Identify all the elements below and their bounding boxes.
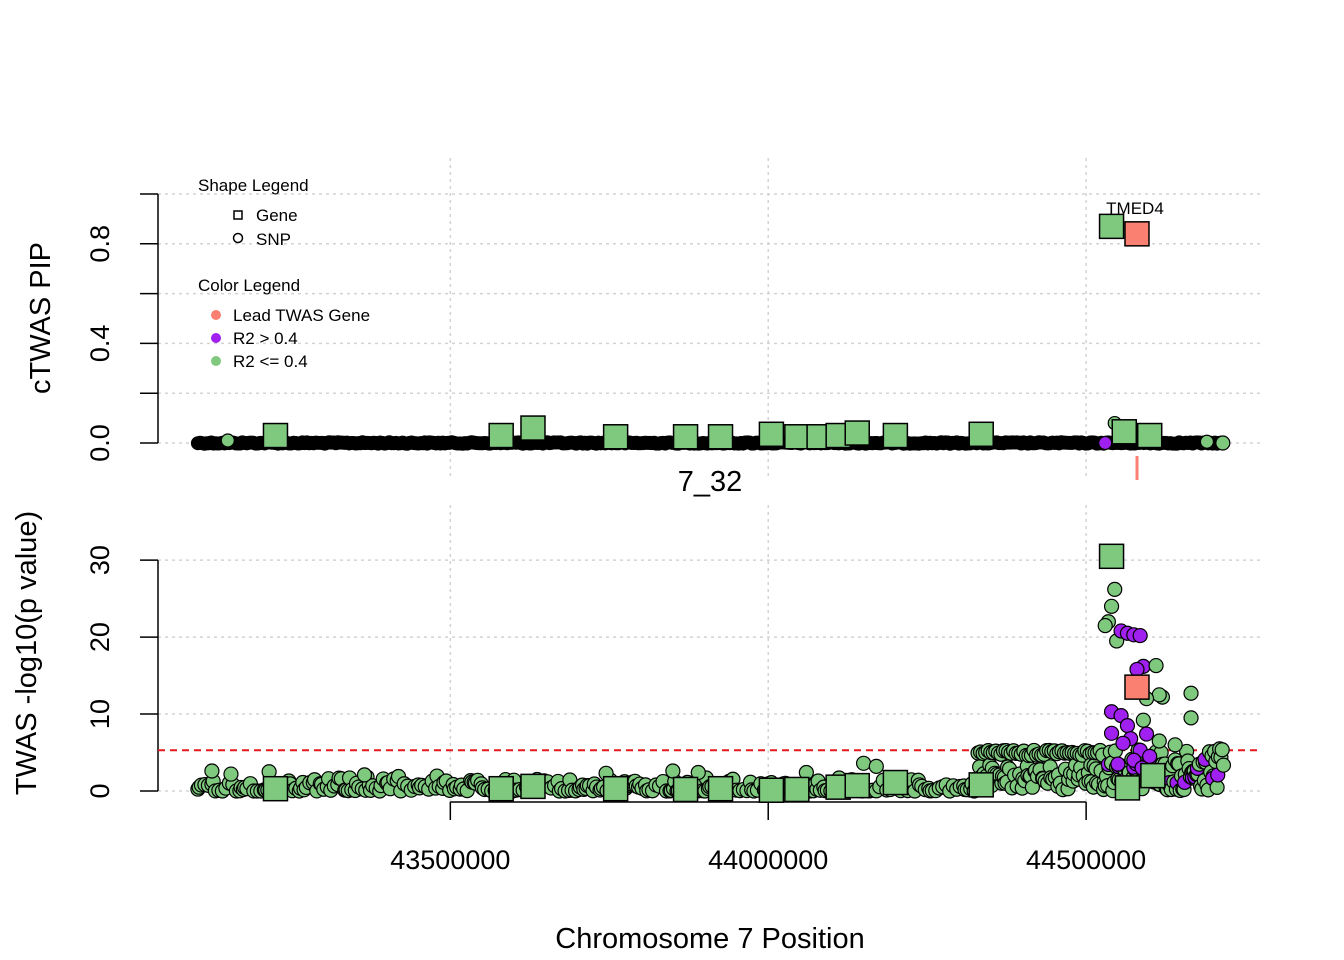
color-legend-title: Color Legend	[198, 276, 300, 295]
gene-square	[707, 424, 734, 450]
gene-square	[262, 422, 289, 449]
bottom-panel-x-axis: 43500000 44000000 44500000	[390, 801, 1146, 875]
snp-point	[1115, 735, 1131, 751]
gene-square	[672, 776, 699, 803]
snp-point	[1103, 598, 1120, 614]
gene-square	[602, 424, 629, 450]
x-tick-label: 44500000	[1026, 845, 1146, 875]
snp-point	[1151, 687, 1167, 703]
shape-legend-snp: SNP	[256, 230, 291, 249]
gene-square	[968, 772, 994, 798]
bottom-y-tick-label: 30	[85, 545, 115, 575]
snp-point	[1215, 757, 1232, 773]
gene-square	[488, 422, 514, 449]
snp-point	[1183, 710, 1199, 726]
top-panel-gene-points	[262, 213, 1163, 450]
lead-gene-label: TMED4	[1106, 199, 1164, 218]
gene-square	[1111, 419, 1138, 445]
snp-point	[1119, 717, 1136, 734]
snp-point	[1138, 726, 1155, 742]
gene-square	[488, 775, 514, 802]
snp-point	[1215, 435, 1231, 451]
snp-point	[1107, 581, 1123, 598]
snp-point	[1110, 756, 1126, 772]
gene-square	[672, 424, 699, 450]
snp-point	[1098, 435, 1113, 451]
x-tick-label: 43500000	[390, 845, 510, 875]
snp-point	[1167, 737, 1183, 753]
gene-square	[882, 422, 909, 449]
low-ld-color-dot	[211, 356, 221, 366]
high-ld-color-dot	[211, 333, 221, 343]
snp-point	[1103, 725, 1120, 741]
bottom-y-tick-label: 10	[85, 699, 115, 729]
snp-point	[1097, 617, 1113, 634]
snp-point	[855, 755, 872, 771]
gene-square	[882, 769, 909, 796]
snp-point	[204, 763, 220, 779]
snp-point	[1135, 712, 1151, 728]
bottom-panel-y-axis: 0 10 20 30	[85, 545, 159, 799]
gene-square	[1136, 422, 1163, 449]
gene-square	[844, 420, 870, 446]
gene-square	[262, 775, 289, 802]
x-tick-label: 44000000	[708, 845, 828, 875]
snp-point	[1129, 661, 1145, 678]
region-label: 7_32	[678, 466, 743, 498]
bottom-panel-gene-points	[262, 543, 1166, 803]
gene-square	[844, 772, 870, 799]
gene-square	[784, 424, 810, 450]
snp-point	[223, 766, 239, 782]
gene-square	[520, 773, 546, 800]
bottom-y-tick-label: 0	[85, 783, 115, 798]
shape-legend-title: Shape Legend	[198, 176, 309, 195]
gene-square	[758, 777, 785, 803]
gene-square	[602, 775, 629, 802]
top-panel-pip: 0.0 0.4 0.8 cTWAS PIP TMED4 7_32 Shape Leg…	[25, 158, 1262, 498]
color-legend-lead: Lead TWAS Gene	[233, 306, 370, 325]
bottom-panel-twas: 0 10 20 30 43500000 44000000 44500000 TWAS -l…	[11, 505, 1262, 955]
snp-point	[868, 758, 884, 774]
snp-point	[1151, 733, 1167, 749]
gene-square	[1114, 775, 1141, 801]
snp-point	[665, 763, 681, 779]
legend: Shape Legend Gene SNP Color Legend Lead …	[198, 176, 370, 371]
gene-square	[1124, 221, 1150, 247]
snp-point	[1199, 434, 1215, 449]
gene-square	[784, 776, 810, 803]
gene-square	[520, 415, 546, 441]
snp-point	[356, 767, 373, 783]
color-legend-high-ld: R2 > 0.4	[233, 329, 298, 348]
gene-square	[758, 421, 785, 448]
gene-square	[1098, 543, 1125, 570]
x-axis-label: Chromosome 7 Position	[555, 923, 864, 955]
bottom-y-tick-label: 20	[85, 622, 115, 652]
top-y-tick-label: 0.4	[85, 325, 115, 363]
gene-square	[1098, 213, 1125, 240]
top-panel-y-axis: 0.0 0.4 0.8	[85, 193, 159, 462]
snp-point	[1148, 657, 1164, 674]
gene-square	[968, 421, 994, 448]
bottom-panel-y-label: TWAS -log10(p value)	[11, 511, 43, 795]
top-y-tick-label: 0.8	[85, 225, 115, 263]
top-y-tick-label: 0.0	[85, 424, 115, 462]
color-legend-low-ld: R2 <= 0.4	[233, 352, 308, 371]
gene-square	[707, 775, 734, 802]
gene-square	[1124, 674, 1150, 700]
snp-circle-icon	[232, 232, 244, 244]
snp-point	[220, 433, 235, 448]
snp-point	[1214, 742, 1230, 758]
snp-point	[1132, 627, 1148, 644]
shape-legend-gene: Gene	[256, 206, 298, 225]
gene-square	[1140, 762, 1166, 789]
gene-square-icon	[233, 210, 243, 220]
snp-point	[1183, 685, 1199, 701]
bottom-panel-snp-points	[190, 581, 1232, 799]
top-panel-y-label: cTWAS PIP	[25, 242, 57, 394]
lead-gene-color-dot	[211, 310, 221, 320]
